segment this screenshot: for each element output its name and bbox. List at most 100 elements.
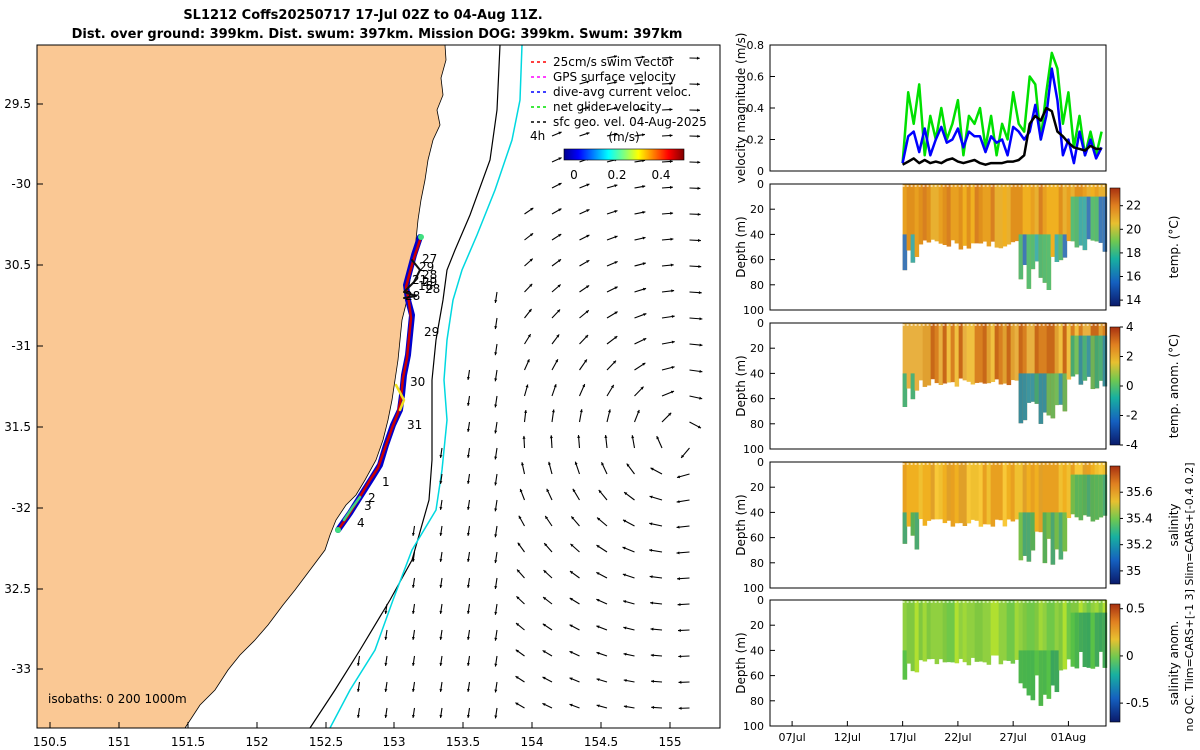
section-cell-deep xyxy=(1050,650,1056,686)
depth-tick-label: 40 xyxy=(750,228,764,241)
section-cell-deep xyxy=(1018,234,1024,280)
section-cell xyxy=(998,323,1004,385)
colorbar-label: salinity anom. xyxy=(1167,621,1181,706)
geo-arrow-head xyxy=(585,310,589,314)
depth-tick-label: 40 xyxy=(750,506,764,519)
geo-arrow-head xyxy=(676,475,681,479)
geo-arrow-head xyxy=(548,461,551,465)
section-cell xyxy=(1022,462,1028,556)
geo-arrow-head xyxy=(542,676,546,680)
section-cell-deep xyxy=(1054,234,1060,262)
depth-tick-label: 100 xyxy=(743,582,764,595)
section-cell-deep xyxy=(1078,335,1084,385)
section-cell xyxy=(902,184,908,271)
geo-arrow-head xyxy=(614,55,618,59)
geo-arrow-head xyxy=(614,261,618,265)
section-cell xyxy=(1050,600,1056,686)
geo-arrow-head xyxy=(649,548,653,552)
geo-arrow-head xyxy=(671,289,675,293)
map-y-tick-label: 29.5 xyxy=(4,97,31,111)
section-cell xyxy=(1006,462,1012,520)
geo-arrow-head xyxy=(678,680,682,684)
section-cell xyxy=(1002,323,1008,384)
section-cell xyxy=(986,462,992,525)
section-cell xyxy=(1010,600,1016,664)
section-cell xyxy=(962,184,968,246)
geo-arrow-head xyxy=(614,184,618,188)
geo-arrow-head xyxy=(601,462,605,466)
geo-arrow-head xyxy=(642,262,646,266)
geo-arrow-head xyxy=(585,335,589,339)
geo-arrow-head xyxy=(529,233,534,237)
section-frame xyxy=(769,322,1107,450)
section-cell xyxy=(962,323,968,381)
geo-arrow-head xyxy=(558,208,562,212)
depth-tick-label: 20 xyxy=(750,203,764,216)
section-cell xyxy=(1034,184,1040,262)
section-cell xyxy=(978,323,984,383)
geo-arrow-head xyxy=(524,410,528,413)
section-cell xyxy=(934,323,940,384)
geo-arrow-head xyxy=(678,628,681,632)
section-cell xyxy=(1002,184,1008,247)
geo-arrow-head xyxy=(604,435,608,439)
geo-arrow-head xyxy=(411,636,415,640)
geo-arrow-head xyxy=(670,263,674,267)
legend-label: sfc geo. vel. 04-Aug-2025 xyxy=(553,115,707,129)
section-cell xyxy=(966,323,972,382)
time-tick-label: 07Jul xyxy=(778,731,805,744)
colorbar-tick-label: 0.5 xyxy=(1126,602,1145,616)
section-cell xyxy=(962,462,968,527)
section-cell xyxy=(1046,462,1052,539)
section-cell-deep xyxy=(1086,335,1092,377)
geo-arrow-head xyxy=(558,183,562,186)
depth-tick-label: 100 xyxy=(743,720,764,733)
section-cell-deep xyxy=(1094,612,1100,667)
colorbar-tick: 0.4 xyxy=(651,168,670,182)
section-cell xyxy=(1018,323,1024,424)
map-x-ticks: 150.5 151 151.5 152 152.5 153 153.5 154 154.5 155 xyxy=(33,722,681,749)
section-cell xyxy=(970,462,976,520)
section-cell-deep xyxy=(1074,612,1080,669)
geo-arrow-head xyxy=(636,409,640,414)
geo-arrow-head xyxy=(527,334,531,338)
geo-arrow-head xyxy=(384,636,388,640)
geo-arrow-head xyxy=(517,569,521,573)
section-cell-deep xyxy=(910,234,916,263)
section-cell xyxy=(998,184,1004,249)
section-cell xyxy=(974,600,980,662)
day-label: 4 xyxy=(357,516,365,530)
geo-arrow-head xyxy=(519,488,523,493)
geo-arrow-head xyxy=(466,558,470,562)
section-cell xyxy=(1022,184,1028,266)
colorbar-tick-label: -0.5 xyxy=(1126,696,1149,710)
section-cell-deep xyxy=(1034,373,1040,404)
geo-arrow-head xyxy=(526,359,530,363)
section-cell xyxy=(902,323,908,407)
day-label: 29 xyxy=(424,325,439,339)
velocity-y-tick-label: 0.2 xyxy=(747,134,765,147)
section-cell-deep xyxy=(1042,373,1048,413)
geo-arrow-head xyxy=(642,362,646,366)
section-cell xyxy=(922,184,928,241)
geo-arrow-head xyxy=(643,313,647,316)
map-x-tick-label: 152.5 xyxy=(309,735,343,749)
geo-arrow-head xyxy=(494,585,498,589)
section-cell-deep xyxy=(1090,335,1096,390)
geo-arrow-head xyxy=(439,636,443,640)
section-cell xyxy=(946,462,952,521)
section-cell xyxy=(906,323,912,389)
section-cell-deep xyxy=(1026,512,1032,562)
geo-arrow-head xyxy=(596,651,600,655)
section-cell-deep xyxy=(1058,373,1064,405)
geo-arrow-head xyxy=(624,492,628,496)
section-cell xyxy=(946,600,952,663)
section-cell xyxy=(914,184,920,257)
geo-arrow-head xyxy=(439,584,443,588)
geo-arrow-head xyxy=(642,287,647,291)
section-cell xyxy=(930,462,936,520)
section-cell xyxy=(1062,600,1068,670)
section-cell-deep xyxy=(1098,196,1104,243)
geo-arrow-head xyxy=(466,532,470,536)
geo-arrow-head xyxy=(623,626,627,630)
